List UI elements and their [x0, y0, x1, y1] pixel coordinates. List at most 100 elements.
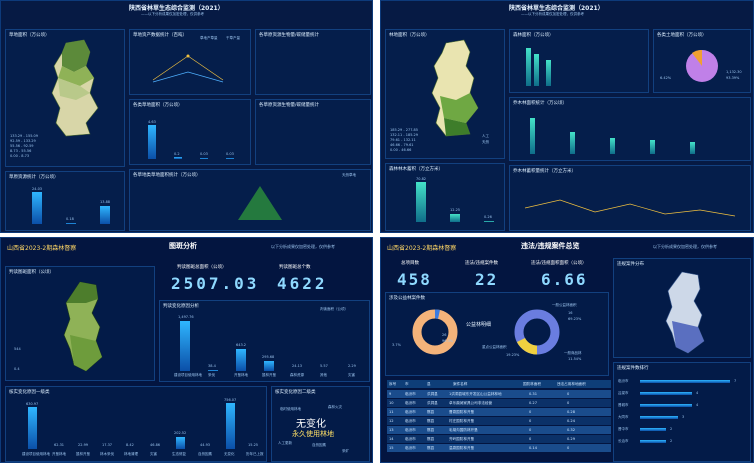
- table-row[interactable]: 9 临汾市 洪洞县 1洪洞县城东开发区山公益林林地 0.31 0: [387, 390, 611, 398]
- bar-value: 46.86: [150, 443, 161, 447]
- reason-bar[interactable]: [208, 370, 218, 371]
- bar-value: 0.18: [66, 217, 74, 221]
- cover-bar[interactable]: [174, 157, 182, 159]
- table-row[interactable]: 15 临汾市 隰县 温泉国防林开垦 0.14 0: [387, 444, 611, 452]
- reason-bar[interactable]: [264, 361, 274, 371]
- type1-bar[interactable]: [28, 407, 37, 449]
- case-table: 序号 市 县 案件名称 国防林面积 违法占用林地面积 9 临汾市 洪洞县 1洪洞县城东…: [385, 380, 611, 462]
- panel-title: 林地面积（万公顷）: [389, 33, 430, 38]
- grass-cover-panel: 各类草地面积（万公顷） 4.63 0.2 0.03 0.03: [129, 99, 251, 165]
- rank-city: 大同市: [618, 415, 629, 419]
- province-map[interactable]: [658, 269, 718, 355]
- rank-bar[interactable]: [640, 392, 692, 395]
- province-map[interactable]: [46, 38, 106, 138]
- panel-title: 草地面积（万公顷）: [9, 33, 50, 38]
- panel-title: 判读图斑面积（公顷）: [9, 270, 54, 275]
- donut-label: 一般商品林: [564, 351, 582, 355]
- category-label: 林地清理: [124, 452, 138, 456]
- volume-bar[interactable]: [450, 214, 460, 222]
- rank-bar[interactable]: [640, 416, 678, 419]
- rank-value: 2: [670, 439, 673, 443]
- stock-bar[interactable]: [526, 48, 531, 86]
- panel-title: 草地资产数据统计（百吨）: [133, 33, 187, 38]
- kpi2-label: 判读图斑总个数: [279, 265, 311, 270]
- table-row[interactable]: 12 临汾市 隰县 村庄国防林开垦 0 0.24: [387, 417, 611, 425]
- yield-line-chart: [152, 54, 224, 83]
- donut-label: 11.54%: [568, 357, 582, 361]
- scale-high: 544: [14, 347, 21, 351]
- origin-bar[interactable]: [650, 140, 655, 154]
- forest-donut-chart[interactable]: [512, 307, 562, 357]
- kpi1-value: 2507.03: [171, 274, 260, 293]
- bar-value: 62.31: [54, 443, 65, 447]
- type-bar[interactable]: [32, 192, 42, 224]
- bar-value: 38.4: [208, 364, 216, 368]
- cover-bar[interactable]: [148, 125, 156, 159]
- case-rank-panel: 违规案件数排行 临汾市 7 吕梁市 4 晋城市 4 大同市 3 晋中市 2 长治…: [613, 362, 751, 462]
- rank-bar[interactable]: [640, 440, 666, 443]
- page-subtitle: ——以下分析成果仅加密处理，仅供参考: [521, 12, 584, 16]
- rank-value: 4: [696, 403, 699, 407]
- type1-bar[interactable]: [226, 403, 235, 449]
- category-label: 开垦林地: [234, 373, 248, 377]
- rank-bar[interactable]: [640, 380, 730, 383]
- volume-bar[interactable]: [416, 182, 426, 222]
- reason-bar[interactable]: [180, 321, 190, 371]
- reason-bar[interactable]: [236, 349, 246, 371]
- donut-label: 3.7%: [392, 343, 401, 347]
- bar-value: 295.68: [262, 355, 275, 359]
- type-bar[interactable]: [66, 223, 76, 224]
- panel-title: 各草地类草地面积统计（万公顷）: [133, 173, 201, 178]
- origin-bar[interactable]: [690, 142, 695, 154]
- bar-value: 4.63: [148, 120, 156, 124]
- table-row[interactable]: 10 临汾市 洪洞县 卓乐鼎昶家具公司非法经营 0.27 0: [387, 399, 611, 407]
- type1-bar[interactable]: [176, 437, 185, 449]
- kpi2-label: 违法/违规案件数: [465, 261, 499, 266]
- donut-label: 19.23%: [506, 353, 520, 357]
- rank-bar[interactable]: [640, 404, 692, 407]
- province-map[interactable]: [426, 38, 486, 138]
- land-pie-chart[interactable]: [678, 42, 726, 90]
- rank-value: 7: [734, 379, 737, 383]
- grass-type-panel: 草原资源统计（万公顷） 24.03 0.18 13.88: [5, 171, 125, 231]
- type-bar[interactable]: [100, 206, 110, 224]
- type1-chart-panel: 核实变化原因一级类 630.97 62.31 22.99 17.37 8.42 …: [5, 386, 267, 462]
- scale-low: 0.4: [14, 367, 20, 371]
- panel-title: 森林林木蓄积（万立方米）: [389, 167, 443, 172]
- type2-cloud-panel: 核实变化原因二级类 无变化 永久使用林地 临时使用林地 森林火灾 人工更新 自然…: [271, 386, 370, 462]
- land-pie-panel: 各类土地面积（万公顷） 1,132.30 93.39% 6.42%: [653, 29, 751, 93]
- case-donut-chart[interactable]: [410, 307, 460, 357]
- province-map[interactable]: [56, 279, 116, 374]
- header-label: 山西省2023-2期森林督察: [7, 245, 77, 252]
- table-row[interactable]: 14 临汾市 隰县 齐岭国防林开垦 0 0.29: [387, 435, 611, 443]
- bar-value: 0.26: [484, 215, 492, 219]
- yield-mountain-chart: [238, 186, 282, 220]
- panel-title: 各草原资源生物量/碳储量统计: [259, 33, 320, 38]
- cover-bar[interactable]: [226, 158, 234, 159]
- panel-title: 各类土地面积（万公顷）: [657, 33, 707, 38]
- stock-bar[interactable]: [546, 60, 551, 86]
- forest-age-panel: 乔木林蓄积量统计（万立方米）: [509, 165, 751, 231]
- panel-title: 违规案件分布: [617, 262, 644, 267]
- kpi3-value: 6.66: [541, 270, 588, 289]
- page-note: 以下分析成果仅加密处理，仅供参考: [271, 244, 335, 249]
- violation-overview-dashboard: 山西省2023-2期森林督察 违法/违规案件总览 以下分析成果仅加密处理，仅供参…: [380, 237, 754, 463]
- grass-yield-type-panel: 各草地类草地面积统计（万公顷） 天然草地: [129, 169, 371, 231]
- donut-label: 16: [568, 311, 573, 315]
- table-row[interactable]: 13 临汾市 隰县 毛胡沟国防林开垦 0 0.32: [387, 426, 611, 434]
- cover-bar[interactable]: [200, 158, 208, 159]
- kpi1-label: 判读图斑总面积（公顷）: [177, 265, 227, 270]
- volume-bar[interactable]: [484, 221, 494, 222]
- panel-title: 各类草地面积（万公顷）: [133, 103, 183, 108]
- bar-value: 70.82: [416, 177, 427, 181]
- table-row[interactable]: 11 临汾市 隰县 曹泉国防林开垦 0 0.28: [387, 408, 611, 416]
- bar-value: 12.25: [450, 208, 461, 212]
- bar-value: 0.2: [174, 152, 180, 156]
- origin-bar[interactable]: [530, 118, 535, 154]
- origin-bar[interactable]: [570, 132, 575, 154]
- origin-bar[interactable]: [610, 138, 615, 154]
- stock-bar[interactable]: [534, 54, 539, 86]
- chart-unit: 判读面积（公顷）: [320, 307, 348, 311]
- bar-value: 24.03: [32, 187, 43, 191]
- rank-bar[interactable]: [640, 428, 666, 431]
